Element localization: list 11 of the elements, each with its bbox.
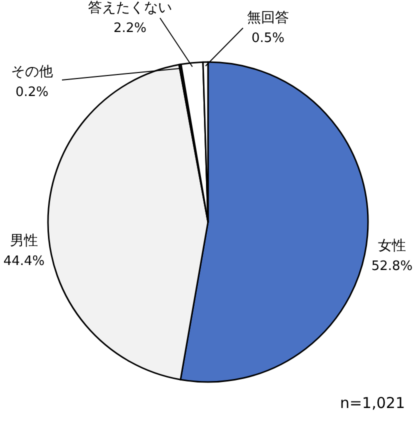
data-label: 0.5% [251,31,285,46]
slice-label: 答えたくない [88,0,172,16]
text: n=1,021 [340,394,405,412]
slice-label: その他 [11,64,53,80]
slice-label: 無回答 [247,10,289,26]
data-label: 2.2% [113,21,147,36]
slice-label: 男性 [10,233,38,249]
slice-label: 女性 [378,238,406,254]
data-label: 44.4% [3,254,45,269]
data-label: 0.2% [15,85,49,100]
data-label: 52.8% [371,259,413,274]
